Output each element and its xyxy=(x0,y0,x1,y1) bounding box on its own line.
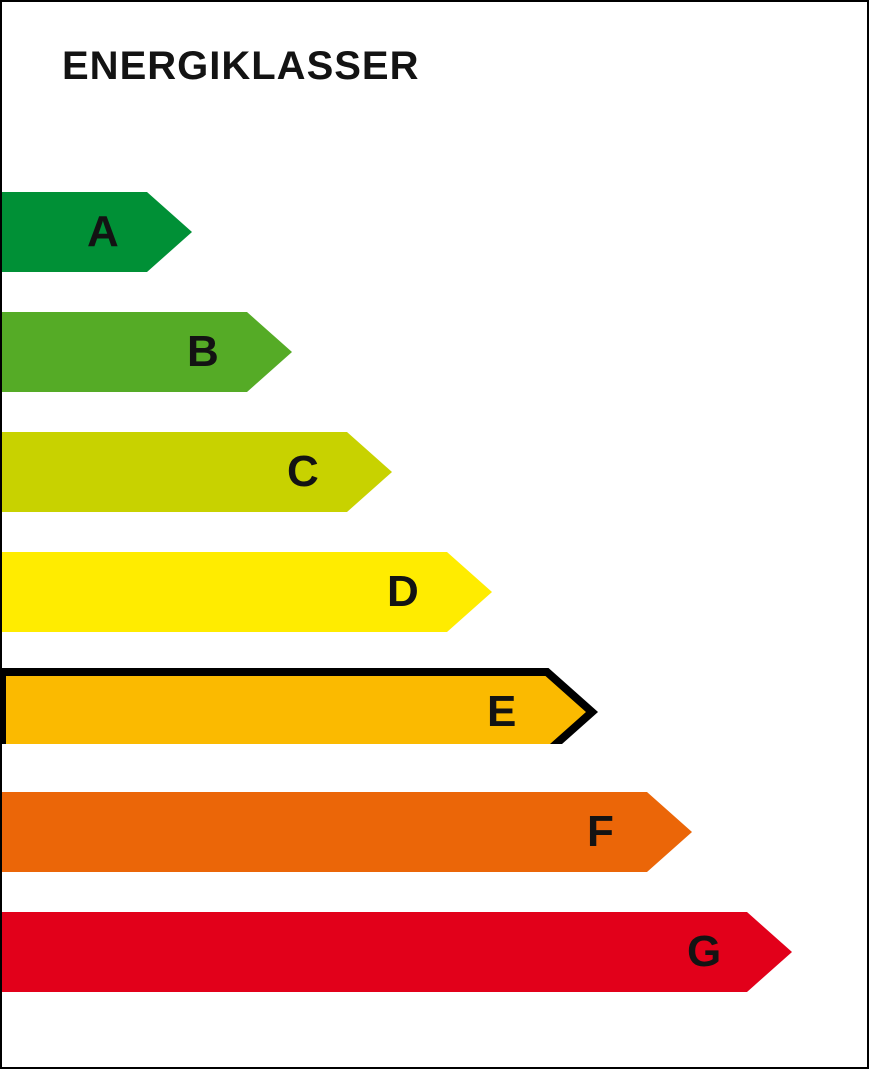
energy-bar-label: F xyxy=(587,807,614,857)
energy-bar-label: E xyxy=(487,687,516,737)
chart-title: ENERGIKLASSER xyxy=(62,44,420,89)
energy-bar-d: D xyxy=(2,552,867,632)
energy-bar-g: G xyxy=(2,912,867,992)
energy-bar-a: A xyxy=(2,192,867,272)
arrow-shape xyxy=(2,432,392,512)
energy-bar-label: D xyxy=(387,567,419,617)
energy-bar-c: C xyxy=(2,432,867,512)
energy-label-container: ENERGIKLASSER A B C D E F G xyxy=(0,0,869,1069)
energy-bar-b: B xyxy=(2,312,867,392)
energy-bar-label: G xyxy=(687,927,721,977)
arrow-shape xyxy=(2,312,292,392)
energy-bar-label: B xyxy=(187,327,219,377)
energy-bar-label: A xyxy=(87,207,119,257)
energy-bar-f: F xyxy=(2,792,867,872)
energy-bar-e: E xyxy=(2,672,867,752)
arrow-shape xyxy=(2,912,792,992)
energy-bars: A B C D E F G xyxy=(2,192,867,1032)
energy-bar-label: C xyxy=(287,447,319,497)
